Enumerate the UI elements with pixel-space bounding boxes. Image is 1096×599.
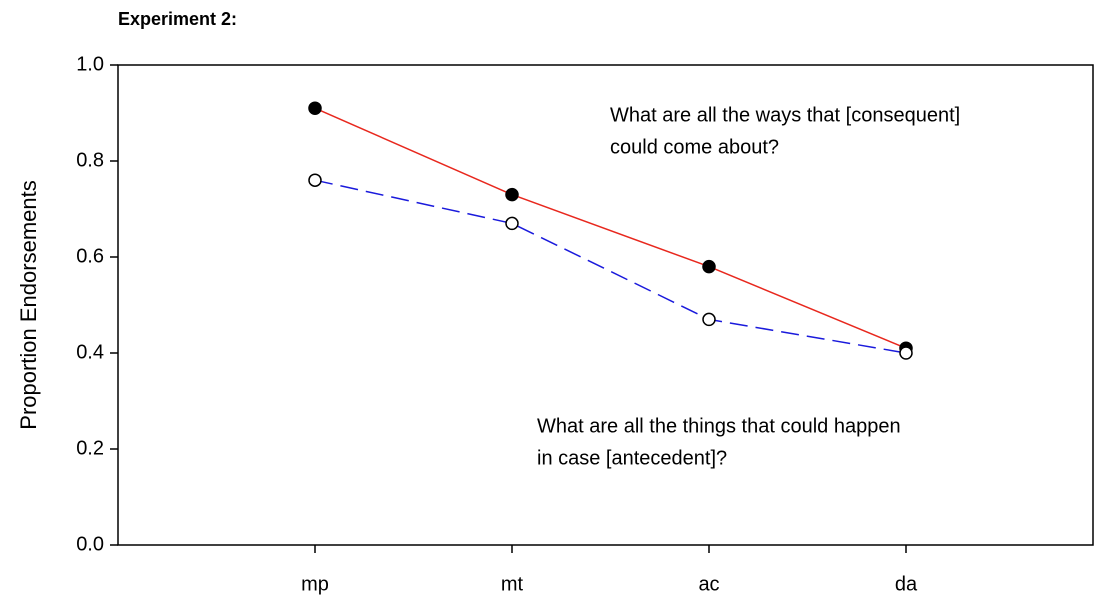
y-tick-label: 0.6 [76,245,104,267]
annotation: What are all the things that could happe… [537,415,901,437]
series-line [314,179,907,354]
x-tick-label: da [895,573,918,595]
data-point [505,187,519,202]
x-tick-label: mp [301,573,329,595]
data-point [308,173,322,187]
data-point [899,346,913,360]
y-tick-label: 0.2 [76,437,104,459]
annotation: What are all the ways that [consequent] [610,104,960,126]
series-line [314,107,907,349]
data-point [308,101,322,115]
x-tick-label: mt [501,573,524,595]
y-tick-label: 0.4 [76,341,104,363]
data-point [702,259,716,274]
annotation: could come about? [610,136,779,158]
data-point [702,312,716,327]
annotation: in case [antecedent]? [537,447,727,469]
y-tick-label: 1.0 [76,53,104,75]
y-tick-label: 0.8 [76,149,104,171]
y-axis-label: Proportion Endorsements [16,180,41,429]
y-tick-label: 0.0 [76,533,104,555]
data-point [505,216,519,231]
plot-frame [117,64,1094,546]
chart-title: Experiment 2: [118,9,237,29]
x-tick-label: ac [698,573,719,595]
